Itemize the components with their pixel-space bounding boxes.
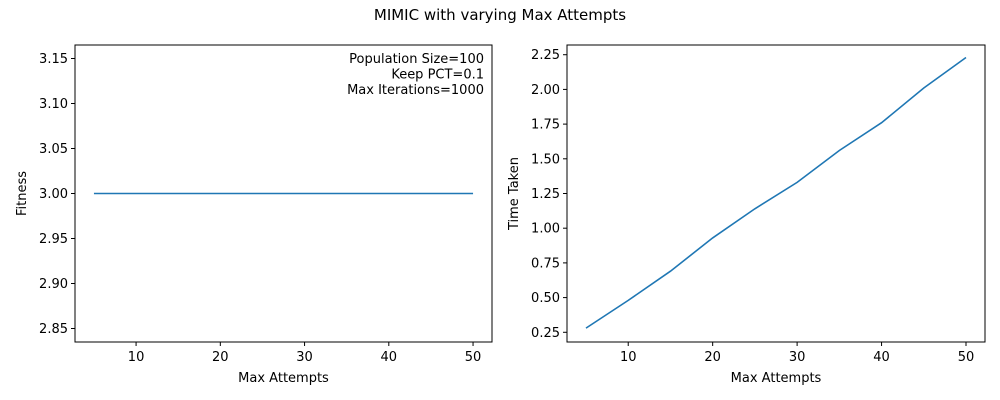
x-axis-label: Max Attempts — [238, 371, 329, 386]
y-tick-label: 1.75 — [531, 118, 560, 133]
y-tick-label: 0.25 — [531, 326, 560, 341]
fitness-plot: 10 20 30 40 50 2.85 2.90 2.95 3.00 3.05 3.10 3.15 Ma… — [15, 44, 493, 386]
series-line — [585, 56, 967, 329]
annotation-line: Keep PCT=0.1 — [391, 68, 484, 83]
x-tick-label: 10 — [128, 350, 145, 365]
time-taken-plot: 10 20 30 40 50 0.25 0.50 0.75 1.00 1.25 1.50 1.75 2.… — [507, 44, 986, 386]
x-tick-label: 30 — [789, 350, 806, 365]
x-tick-label: 20 — [704, 350, 721, 365]
x-axis-label: Max Attempts — [731, 371, 822, 386]
y-tick-label: 2.90 — [39, 277, 68, 292]
annotation-line: Population Size=100 — [349, 52, 484, 67]
y-tick-label: 0.50 — [531, 291, 560, 306]
y-axis-label: Fitness — [15, 171, 30, 216]
y-tick-label: 2.00 — [531, 83, 560, 98]
y-tick-label: 1.25 — [531, 187, 560, 202]
x-tick-label: 50 — [465, 350, 482, 365]
y-tick-label: 3.10 — [39, 97, 68, 112]
x-tick-label: 10 — [620, 350, 637, 365]
x-tick-label: 20 — [212, 350, 229, 365]
x-tick-label: 40 — [381, 350, 398, 365]
y-tick-label: 3.05 — [39, 142, 68, 157]
x-tick-label: 30 — [296, 350, 313, 365]
figure-title: MIMIC with varying Max Attempts — [374, 6, 626, 24]
x-tick-label: 50 — [958, 350, 975, 365]
y-axis-label: Time Taken — [507, 157, 522, 231]
y-tick-label: 0.75 — [531, 256, 560, 271]
y-tick-label: 1.50 — [531, 152, 560, 167]
x-tick-label: 40 — [873, 350, 890, 365]
y-tick-label: 3.15 — [39, 52, 68, 67]
y-tick-label: 2.95 — [39, 232, 68, 247]
y-tick-label: 1.00 — [531, 222, 560, 237]
y-tick-label: 2.25 — [531, 48, 560, 63]
y-tick-label: 2.85 — [39, 322, 68, 337]
annotation-line: Max Iterations=1000 — [347, 83, 484, 98]
y-tick-label: 3.00 — [39, 187, 68, 202]
